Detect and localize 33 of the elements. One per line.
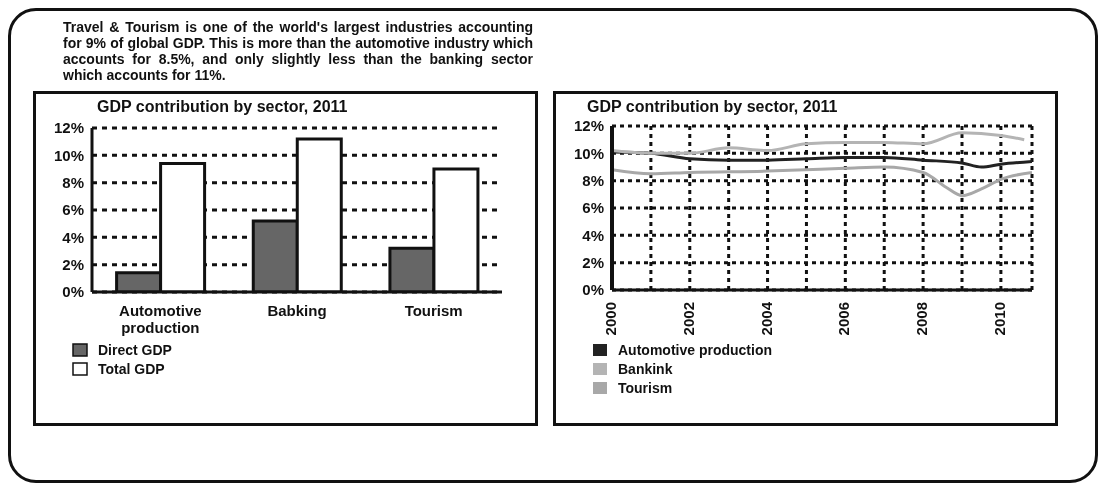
- legend-label: Automotive production: [618, 341, 772, 358]
- text: Travel & Tourism is one of the world's largest industries accounting for 9% of global GDP. This is more than the automotive industry which accounts for 8.5%, and only slightly less than the banking sector which accounts for 11%.: [63, 19, 533, 83]
- x-tick-label: 2010: [990, 302, 1008, 336]
- y-tick-label: 0%: [582, 281, 604, 299]
- x-tick-label: 2008: [913, 302, 931, 336]
- y-tick-label: 10%: [573, 144, 604, 162]
- legend-label: Direct GDP: [98, 341, 172, 358]
- legend-label: Bankink: [618, 360, 673, 377]
- x-tick-label: Automotive production: [119, 302, 202, 336]
- y-tick-label: 0%: [62, 283, 84, 301]
- x-tick-label: 2000: [601, 302, 619, 336]
- chart-title: GDP contribution by sector, 2011: [96, 98, 349, 116]
- y-tick-label: 2%: [582, 253, 604, 271]
- y-tick-label: 12%: [53, 119, 84, 137]
- x-tick-label: Babking: [267, 302, 327, 319]
- line-series: [612, 131, 1026, 155]
- y-tick-label: 8%: [62, 173, 84, 191]
- y-tick-label: 8%: [582, 171, 604, 189]
- y-tick-label: 6%: [62, 201, 84, 219]
- x-tick-label: 2006: [835, 302, 853, 336]
- x-tick-label: Tourism: [404, 302, 463, 319]
- y-tick-label: 12%: [573, 117, 604, 135]
- chart-title: GDP contribution by sector, 2011: [586, 98, 839, 116]
- y-tick-label: 6%: [582, 199, 604, 217]
- line-series: [612, 165, 1032, 198]
- y-tick-label: 10%: [53, 146, 84, 164]
- y-tick-label: 4%: [582, 226, 604, 244]
- y-tick-label: 2%: [62, 255, 84, 273]
- x-tick-label: 2002: [679, 302, 697, 336]
- legend-label: Total GDP: [98, 360, 165, 377]
- legend-label: Tourism: [618, 379, 673, 396]
- y-tick-label: 4%: [62, 228, 84, 246]
- x-tick-label: 2004: [757, 301, 775, 336]
